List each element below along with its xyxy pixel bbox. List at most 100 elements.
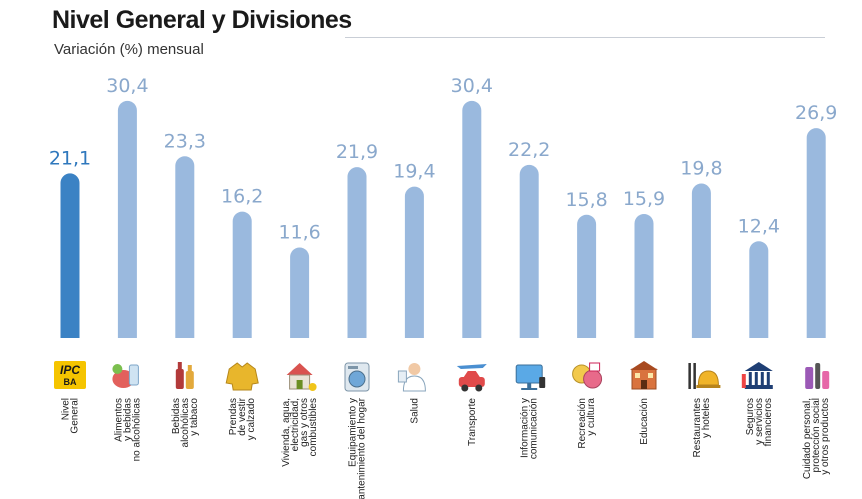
category-label: Prendasde vestiry calzado: [228, 397, 257, 440]
value-label: 19,4: [393, 161, 435, 183]
vegetable-shape: [112, 364, 123, 374]
school-window: [648, 373, 653, 378]
category-label-line: Salud: [409, 398, 420, 424]
food-and-beverages-icon: [112, 364, 139, 388]
category-label-line: Seguros: [745, 398, 756, 435]
bank-column: [766, 372, 770, 385]
bar: [232, 211, 252, 338]
cutlery-dish-icon: [688, 363, 721, 389]
bar: [404, 186, 424, 338]
value-label: 11,6: [278, 222, 320, 244]
category-label-line: Vivienda, agua,: [281, 398, 292, 467]
bar: [60, 173, 80, 338]
bank-column: [760, 372, 764, 385]
perfume-bottle: [805, 367, 814, 389]
house-door: [296, 380, 303, 389]
value-label: 30,4: [451, 75, 493, 97]
car-body: [458, 377, 485, 387]
category-label: Bebidasalcohólicasy tabaco: [171, 398, 200, 448]
bank-building-icon: [741, 362, 773, 389]
bank-column: [748, 372, 752, 385]
alcohol-bottles-icon: [175, 362, 194, 389]
doctor-coat: [402, 375, 426, 392]
lotion-bottle: [822, 371, 830, 389]
title-divider: [345, 37, 825, 38]
personal-care-products-icon: [805, 363, 830, 389]
category-label: Vivienda, agua,electricidad,gas y otrosc…: [281, 398, 319, 467]
category-label-line: Equipamiento y: [348, 398, 359, 467]
value-label: 21,9: [336, 141, 378, 163]
bank-column: [754, 372, 758, 385]
bar: [577, 214, 597, 338]
category-label: Salud: [409, 398, 420, 424]
category-label-line: gas y otros: [299, 398, 310, 447]
value-label: 12,4: [738, 215, 780, 237]
category-label-line: protección social: [811, 398, 822, 472]
category-label-line: alcohólicas: [180, 398, 191, 447]
category-label-line: electricidad,: [290, 398, 301, 451]
category-label: Restaurantesy hoteles: [692, 398, 712, 457]
plane-shape: [456, 364, 487, 369]
doctor-head: [408, 363, 421, 375]
clothing-jacket-icon: [225, 362, 259, 391]
bar: [749, 241, 769, 338]
bar: [347, 167, 367, 338]
category-label-line: Educación: [639, 398, 650, 445]
value-label: 19,8: [680, 158, 722, 180]
category-label-line: Cuidado personal,: [802, 398, 813, 479]
clipboard-shape: [397, 370, 407, 383]
house-utilities-icon: [286, 363, 317, 391]
category-label-line: y otros productos: [820, 398, 831, 475]
value-label: 16,2: [221, 186, 263, 208]
fork-shape: [688, 363, 691, 389]
knife-shape: [693, 363, 696, 389]
category-label: Alimentosy bebidasno alcohólicas: [113, 398, 142, 461]
category-label-line: no alcohólicas: [131, 398, 142, 461]
ipc-logo-subtext: BA: [64, 377, 77, 387]
car-wheel: [461, 384, 469, 392]
value-label: 22,2: [508, 139, 550, 161]
category-label-line: y bebidas: [122, 398, 133, 441]
school-door: [641, 380, 647, 389]
dish-cover: [697, 370, 719, 386]
wine-bottle-neck: [177, 362, 182, 370]
washer-door: [348, 370, 366, 388]
category-label: NivelGeneral: [61, 398, 81, 434]
category-label: Información ycomunicación: [520, 398, 540, 459]
bar: [175, 156, 195, 338]
value-label: 30,4: [106, 75, 148, 97]
washer-panel: [348, 366, 358, 369]
wine-bottle-shape: [175, 369, 184, 389]
category-label-line: Restaurantes: [692, 398, 703, 457]
category-label-line: de vestir: [237, 397, 248, 435]
doctor-icon: [397, 363, 426, 392]
bar: [290, 247, 310, 338]
category-label-line: combustibles: [308, 398, 319, 456]
category-label-line: Transporte: [467, 398, 478, 446]
category-label-line: financieros: [763, 398, 774, 446]
category-label-line: y cultura: [586, 398, 597, 436]
value-label: 26,9: [795, 102, 837, 124]
washing-machine-icon: [344, 362, 370, 392]
bank-base: [744, 385, 773, 389]
dish-tray: [696, 385, 721, 388]
jacket-shape: [225, 362, 259, 391]
category-label-line: y hoteles: [701, 398, 712, 438]
category-label: Equipamiento ymantenimiento del hogar: [348, 397, 368, 499]
category-label-line: y servicios: [754, 398, 765, 445]
value-label: 15,8: [565, 189, 607, 211]
bank-roof: [744, 362, 773, 371]
bar: [634, 213, 654, 338]
category-label-line: Bebidas: [171, 398, 182, 434]
value-label: 23,3: [164, 130, 206, 152]
category-label-line: General: [70, 398, 81, 434]
category-label-line: y tabaco: [189, 398, 200, 436]
school-roof: [630, 361, 658, 370]
brush-shape: [815, 363, 821, 389]
car-wheel: [475, 384, 483, 392]
bulb-shape: [308, 383, 317, 391]
house-roof: [286, 363, 313, 375]
category-label: Cuidado personal,protección socialy otro…: [802, 398, 831, 479]
